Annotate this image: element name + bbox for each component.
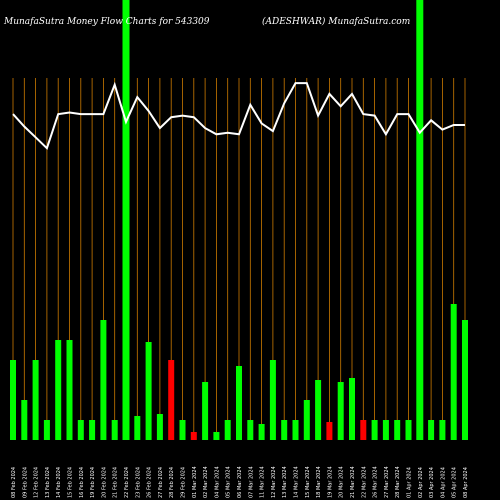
x-tick-label: 12 Mar 2024 [271, 466, 277, 498]
x-tick-label: 16 Feb 2024 [79, 467, 85, 498]
money-flow-bar [66, 340, 73, 440]
x-tick-label: 19 Mar 2024 [327, 466, 333, 498]
x-tick-label: 20 Feb 2024 [101, 467, 107, 498]
money-flow-bar [269, 360, 276, 440]
x-tick-label: 13 Mar 2024 [282, 466, 288, 498]
money-flow-bar [428, 420, 435, 440]
x-tick-label: 03 Apr 2024 [429, 467, 435, 498]
highlight-column [416, 0, 424, 440]
money-flow-bar [224, 420, 231, 440]
x-tick-label: 09 Feb 2024 [22, 467, 28, 498]
money-flow-bar [111, 420, 118, 440]
x-axis-ticks: 08 Feb 2024 09 Feb 2024 12 Feb 2024 13 Feb … [11, 466, 469, 498]
money-flow-bar [292, 420, 299, 440]
x-tick-label: 14 Feb 2024 [56, 467, 62, 498]
x-tick-label: 05 Mar 2024 [226, 466, 232, 498]
x-tick-label: 28 Feb 2024 [169, 467, 175, 498]
x-tick-label: 07 Mar 2024 [248, 466, 254, 498]
x-tick-label: 29 Feb 2024 [181, 467, 187, 498]
x-tick-label: 02 Apr 2024 [418, 467, 424, 498]
x-tick-label: 06 Mar 2024 [237, 466, 243, 498]
money-flow-bar [145, 342, 152, 440]
chart-subtitle: (ADESHWAR) MunafaSutra.com [262, 16, 410, 27]
money-flow-bar [326, 422, 333, 440]
chart-title: MunafaSutra Money Flow Charts for 543309 [3, 17, 210, 27]
x-tick-label: 04 Mar 2024 [214, 466, 220, 498]
x-tick-label: 15 Feb 2024 [68, 467, 74, 498]
money-flow-bar [32, 360, 39, 440]
money-flow-bar [21, 400, 28, 440]
money-flow-line [12, 81, 465, 151]
x-tick-label: 08 Apr 2024 [463, 467, 469, 498]
money-flow-bar [371, 420, 378, 440]
money-flow-bar [134, 416, 141, 440]
money-flow-bar [337, 382, 344, 440]
money-flow-bar [349, 378, 355, 440]
money-flow-bar [213, 432, 220, 440]
x-tick-label: 12 Feb 2024 [34, 467, 40, 498]
money-flow-bar [405, 420, 412, 440]
x-tick-label: 22 Feb 2024 [124, 467, 130, 498]
x-tick-label: 26 Mar 2024 [373, 466, 379, 498]
money-flow-bar [462, 320, 468, 440]
x-tick-label: 18 Mar 2024 [316, 466, 322, 498]
money-flow-bar [439, 420, 446, 440]
x-tick-label: 14 Mar 2024 [294, 466, 300, 498]
x-tick-label: 23 Feb 2024 [135, 467, 141, 498]
x-tick-label: 01 Mar 2024 [192, 466, 198, 498]
x-tick-label: 02 Mar 2024 [203, 466, 209, 498]
money-flow-bar [360, 420, 367, 440]
money-flow-bar [394, 420, 401, 440]
bar-series [10, 0, 468, 440]
money-flow-bar [450, 304, 457, 440]
money-flow-bar [10, 360, 16, 440]
money-flow-bar [156, 414, 163, 440]
money-flow-bar [315, 380, 322, 440]
money-flow-bar [55, 340, 62, 440]
money-flow-bar [77, 420, 84, 440]
x-tick-label: 19 Feb 2024 [90, 467, 96, 498]
money-flow-bar [281, 420, 288, 440]
x-tick-label: 21 Feb 2024 [113, 467, 119, 498]
money-flow-bar [303, 400, 310, 440]
x-tick-label: 26 Feb 2024 [147, 467, 153, 498]
x-tick-label: 20 Mar 2024 [339, 466, 345, 498]
x-tick-label: 15 Mar 2024 [305, 466, 311, 498]
x-tick-label: 28 Mar 2024 [395, 466, 401, 498]
x-tick-label: 01 Apr 2024 [407, 467, 413, 498]
money-flow-bar [168, 360, 175, 440]
highlight-column [122, 0, 130, 440]
x-tick-label: 27 Mar 2024 [384, 466, 390, 498]
x-tick-label: 05 Apr 2024 [452, 467, 458, 498]
money-flow-bar [236, 366, 242, 440]
x-tick-label: 13 Feb 2024 [45, 467, 51, 498]
x-tick-label: 08 Feb 2024 [11, 467, 17, 498]
money-flow-bar [258, 424, 265, 440]
x-tick-label: 21 Mar 2024 [350, 466, 356, 498]
x-tick-label: 11 Mar 2024 [260, 466, 266, 498]
x-tick-label: 22 Mar 2024 [361, 466, 367, 498]
money-flow-bar [89, 420, 96, 440]
money-flow-bar [202, 382, 209, 440]
money-flow-bar [190, 432, 197, 440]
x-tick-label: 27 Feb 2024 [158, 467, 164, 498]
x-tick-label: 04 Apr 2024 [440, 467, 446, 498]
money-flow-bar [382, 420, 389, 440]
money-flow-bar [247, 420, 254, 440]
money-flow-bar [43, 420, 50, 440]
money-flow-bar [100, 320, 107, 440]
money-flow-bar [179, 420, 186, 440]
